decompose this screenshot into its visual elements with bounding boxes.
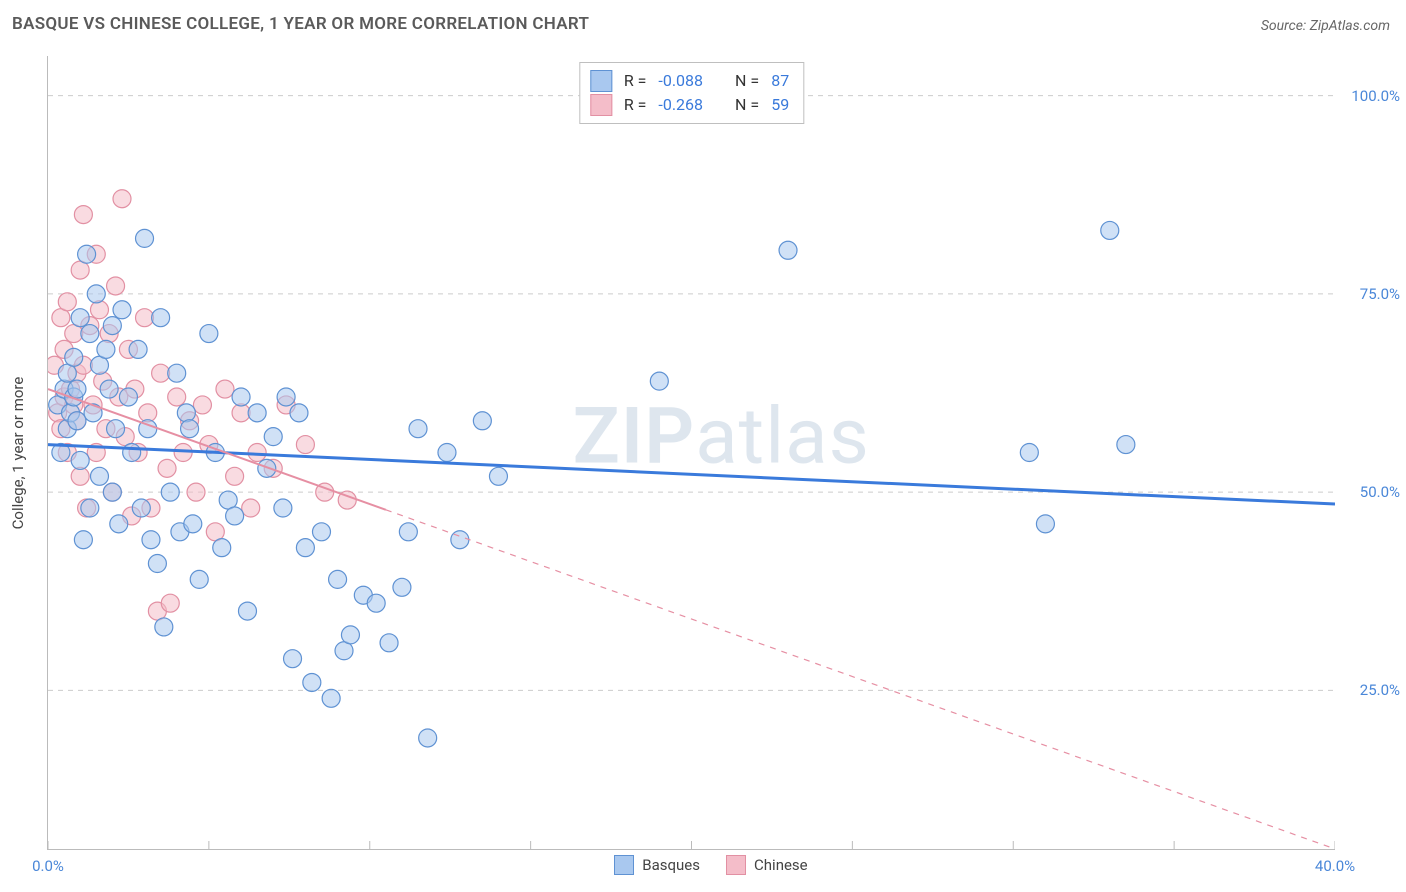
corr-row-0: R = -0.088 N = 87 [590, 69, 789, 93]
n-label-0: N = [735, 69, 759, 93]
y-axis-label: College, 1 year or more [9, 376, 27, 529]
y-tick-label: 100.0% [1351, 87, 1400, 105]
y-tick-label: 75.0% [1360, 285, 1400, 303]
n-label-1: N = [735, 93, 759, 117]
legend-item-basques: Basques [614, 855, 700, 875]
x-tick-label: 0.0% [32, 857, 64, 875]
legend-item-chinese: Chinese [726, 855, 808, 875]
r-label-1: R = [624, 93, 647, 117]
r-value-0: -0.088 [658, 69, 703, 93]
correlation-legend: R = -0.088 N = 87 R = -0.268 N = 59 [579, 62, 804, 124]
legend-label-chinese: Chinese [754, 856, 808, 874]
series-legend: Basques Chinese [614, 855, 807, 875]
chart-title: BASQUE VS CHINESE COLLEGE, 1 YEAR OR MOR… [12, 14, 589, 34]
swatch-chinese [590, 94, 612, 116]
plot-area: College, 1 year or more ZIPatlas R = -0.… [47, 56, 1335, 850]
y-tick-label: 50.0% [1360, 483, 1400, 501]
chart-source: Source: ZipAtlas.com [1261, 18, 1390, 34]
x-tick-label: 40.0% [1315, 857, 1355, 875]
n-value-0: 87 [771, 69, 789, 93]
corr-row-1: R = -0.268 N = 59 [590, 93, 789, 117]
r-label-0: R = [624, 69, 647, 93]
legend-label-basques: Basques [642, 856, 700, 874]
chart-container: BASQUE VS CHINESE COLLEGE, 1 YEAR OR MOR… [0, 0, 1406, 892]
swatch-basques [590, 70, 612, 92]
r-value-1: -0.268 [658, 93, 703, 117]
swatch-basques-icon [614, 855, 634, 875]
scatter-svg [48, 56, 1335, 849]
y-tick-label: 25.0% [1360, 681, 1400, 699]
n-value-1: 59 [771, 93, 789, 117]
swatch-chinese-icon [726, 855, 746, 875]
